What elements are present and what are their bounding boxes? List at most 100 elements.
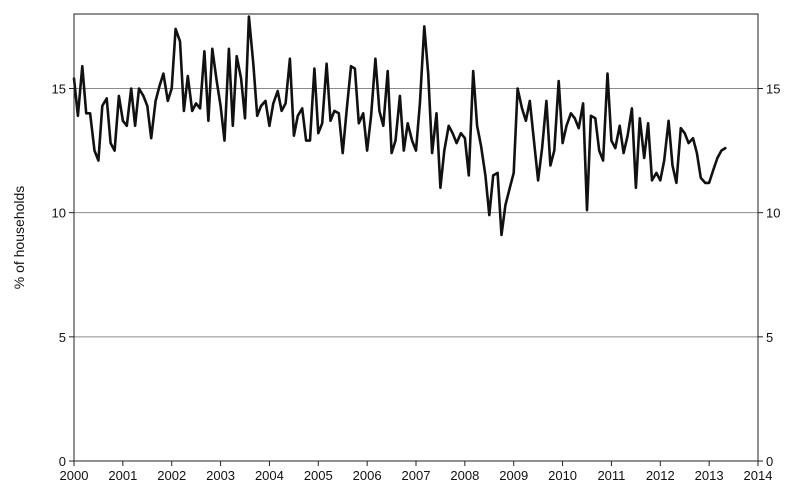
data-point xyxy=(704,182,706,184)
data-point xyxy=(350,65,352,67)
data-point xyxy=(492,174,494,176)
data-point xyxy=(326,63,328,65)
data-point xyxy=(668,120,670,122)
data-point xyxy=(374,58,376,60)
data-point xyxy=(85,112,87,114)
data-point xyxy=(223,140,226,142)
data-point xyxy=(155,100,157,102)
data-point xyxy=(513,172,515,174)
data-point xyxy=(562,142,564,144)
data-point xyxy=(317,132,319,134)
data-point xyxy=(81,65,83,67)
data-point xyxy=(220,105,222,107)
tick-layer: 0 0 5 5 10 10 15 15 2000 2001 2002 2003 2004 2005 2006… xyxy=(52,82,781,484)
gridlines xyxy=(74,88,758,338)
data-point xyxy=(313,68,315,70)
data-point xyxy=(590,115,592,117)
data-point xyxy=(97,159,99,162)
data-point xyxy=(720,150,723,152)
x-tick-label: 2013 xyxy=(695,468,724,483)
data-point xyxy=(627,135,629,137)
data-point xyxy=(647,122,649,124)
y-tick-label-right: 15 xyxy=(766,82,780,97)
x-tick-label: 2003 xyxy=(206,468,235,483)
data-point xyxy=(439,187,441,189)
data-point xyxy=(635,187,637,189)
data-point xyxy=(297,115,299,117)
data-point xyxy=(684,132,686,134)
data-point xyxy=(256,115,258,117)
data-point xyxy=(391,152,393,154)
data-point xyxy=(655,172,658,174)
data-point xyxy=(610,140,613,142)
data-point xyxy=(598,150,600,152)
data-point xyxy=(565,125,568,127)
data-point xyxy=(309,140,311,142)
data-point xyxy=(179,40,181,42)
data-point xyxy=(415,150,417,152)
y-tick-label: 0 xyxy=(59,454,66,469)
data-point xyxy=(582,102,584,104)
data-point xyxy=(126,125,128,127)
x-tick-label: 2000 xyxy=(60,468,89,483)
data-point xyxy=(106,97,108,99)
data-point xyxy=(574,117,576,119)
data-point xyxy=(158,85,161,87)
data-point xyxy=(216,80,218,82)
data-point xyxy=(199,107,201,109)
data-point xyxy=(407,122,409,124)
x-tick-label: 2014 xyxy=(744,468,773,483)
data-point xyxy=(570,112,572,114)
data-point xyxy=(716,157,719,159)
data-point xyxy=(277,90,279,92)
data-point xyxy=(321,122,323,124)
data-point xyxy=(708,182,710,184)
data-point xyxy=(549,164,552,167)
data-point xyxy=(533,142,535,144)
data-point xyxy=(342,152,344,154)
data-point xyxy=(448,125,450,127)
data-point xyxy=(675,182,678,184)
x-tick-label: 2006 xyxy=(353,468,382,483)
data-point xyxy=(606,73,609,75)
data-point xyxy=(305,140,307,142)
data-point xyxy=(688,142,690,144)
data-point xyxy=(431,152,433,154)
data-point xyxy=(101,105,103,107)
data-point xyxy=(285,102,287,104)
data-point xyxy=(602,159,604,162)
data-point xyxy=(382,125,384,127)
data-point xyxy=(476,125,478,127)
data-point xyxy=(114,150,116,152)
x-tick-label: 2008 xyxy=(450,468,479,483)
data-point xyxy=(110,142,112,144)
data-point xyxy=(370,115,372,117)
data-point xyxy=(594,117,596,119)
data-point xyxy=(472,70,474,72)
data-point xyxy=(468,174,470,176)
data-point xyxy=(77,115,79,117)
data-point xyxy=(289,58,291,60)
y-tick-label: 10 xyxy=(52,206,66,221)
data-point xyxy=(167,100,169,102)
data-point xyxy=(500,234,503,236)
data-point xyxy=(358,122,360,124)
y-axis-title: % of households xyxy=(11,186,27,290)
data-point xyxy=(484,174,486,176)
data-point xyxy=(93,150,96,152)
y-tick-label: 5 xyxy=(59,330,66,345)
data-point xyxy=(89,112,91,114)
data-point xyxy=(558,80,560,82)
data-point xyxy=(452,132,454,134)
data-point xyxy=(614,147,616,149)
data-point xyxy=(541,147,543,149)
data-point xyxy=(724,147,726,149)
data-point xyxy=(504,204,506,206)
y-tick-label-right: 0 xyxy=(766,454,773,469)
data-point xyxy=(423,25,425,27)
data-point xyxy=(631,107,633,109)
data-point xyxy=(586,209,588,211)
data-point xyxy=(228,48,230,50)
data-point xyxy=(244,117,246,119)
